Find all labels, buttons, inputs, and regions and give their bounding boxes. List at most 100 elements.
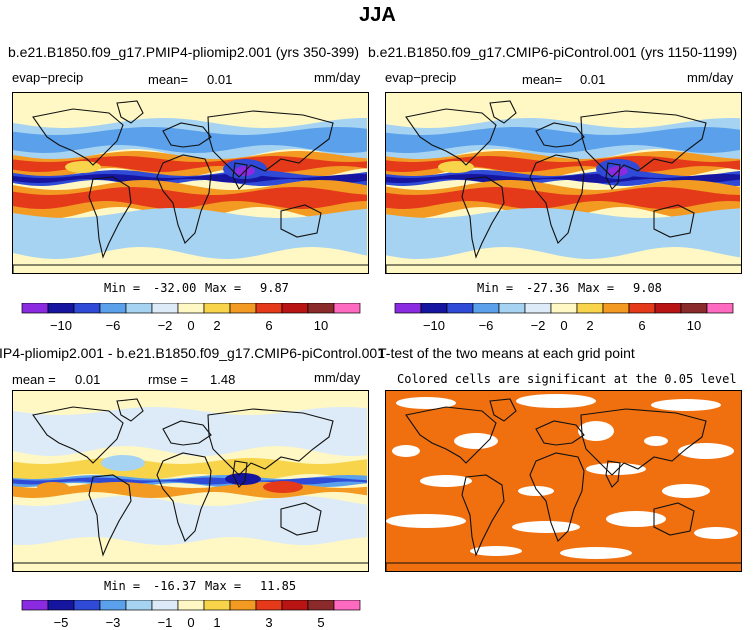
colorbar-box [229, 303, 257, 314]
colorbar-box [73, 303, 101, 314]
coastline [207, 408, 334, 476]
coastline [386, 562, 741, 571]
colorbar-box [281, 303, 309, 314]
colorbar-box [307, 303, 335, 314]
panel3-mean-value: 0.01 [75, 372, 101, 387]
panel1-max-value: 9.87 [260, 281, 289, 295]
panel1-mean-value: 0.01 [207, 72, 233, 87]
contour-band [37, 482, 69, 492]
panel2-max-value: 9.08 [633, 281, 662, 295]
panel3-max-value: 11.85 [260, 579, 297, 593]
contour-band [578, 421, 614, 441]
contour-band [386, 174, 740, 183]
colorbar-box [550, 303, 578, 314]
contour-band [694, 527, 738, 539]
panel2-map [385, 92, 742, 274]
coastline [489, 100, 517, 124]
panel3-min-value: -16.37 [153, 579, 197, 593]
colorbar-box [420, 303, 448, 314]
panel1-colorbar: −10 −6 −2 0 2 6 10 [20, 303, 365, 333]
panel4-subtitle: Colored cells are significant at the 0.0… [397, 372, 737, 386]
contour-band [662, 484, 710, 498]
coastline [162, 420, 212, 446]
colorbar-tick-label: −10 [50, 318, 72, 333]
contour-band [454, 433, 498, 449]
coastline [529, 154, 585, 244]
contour-band [678, 443, 734, 459]
coastline [580, 408, 707, 476]
coastline [88, 176, 132, 259]
panel3-map [12, 390, 369, 572]
contour-band [651, 399, 721, 411]
colorbar-box [576, 303, 604, 314]
colorbar-box [99, 303, 127, 314]
panel2-min-value: -27.36 [526, 281, 570, 295]
panel3-min-label: Min = [104, 579, 141, 593]
contour-band [606, 511, 666, 527]
coastline [461, 474, 505, 557]
colorbar-box [333, 600, 361, 611]
colorbar-tick-label: 0 [560, 318, 567, 333]
panel3-units: mm/day [314, 370, 361, 385]
colorbar-box [255, 600, 283, 611]
panel1-min-label: Min = [104, 281, 141, 295]
contour-band [516, 394, 596, 408]
colorbar-box [255, 303, 283, 314]
colorbar-box [307, 600, 335, 611]
panel1-title: b.e21.B1850.f09_g17.PMIP4-pliomip2.001 (… [8, 44, 359, 60]
panel3-colorbar: −5 −3 −1 0 1 3 5 [20, 600, 365, 630]
panel2-min-label: Min = [477, 281, 514, 295]
panel3-title: b.e21.B1850.f09_g17.PMIP4-pliomip2.001 -… [0, 345, 385, 361]
colorbar-box [125, 600, 153, 611]
colorbar-tick-label: 10 [314, 318, 328, 333]
contour-band [386, 514, 466, 528]
colorbar-tick-label: −2 [158, 318, 173, 333]
colorbar-tick-label: 0 [187, 318, 194, 333]
contour-band [392, 445, 420, 457]
panel1-max-label: Max = [205, 281, 242, 295]
coastline [232, 162, 248, 190]
contour-band [386, 156, 740, 172]
colorbar-tick-label: 1 [213, 615, 220, 630]
colorbar-tick-label: −3 [106, 615, 121, 630]
colorbar-box [281, 600, 309, 611]
panel2-mean-value: 0.01 [580, 72, 606, 87]
contour-band [420, 475, 472, 487]
colorbar-box [125, 303, 153, 314]
colorbar-box [498, 303, 526, 314]
panel1-map [12, 92, 369, 274]
contour-band [512, 521, 580, 533]
coastline [489, 398, 517, 422]
contour-band [386, 208, 740, 259]
colorbar-box [394, 303, 422, 314]
colorbar-box [47, 303, 75, 314]
contour-band [644, 436, 668, 446]
panel2-mean-label: mean= [522, 72, 563, 87]
colorbar-tick-label: −6 [106, 318, 121, 333]
panel1-variable: evap−precip [12, 70, 84, 85]
coastline [605, 460, 621, 488]
colorbar-box [151, 303, 179, 314]
panel3-mean-label: mean = [12, 372, 56, 387]
colorbar-box [73, 600, 101, 611]
coastline [405, 406, 497, 464]
colorbar-box [151, 600, 179, 611]
panel4-title: T-test of the two means at each grid poi… [378, 345, 635, 361]
colorbar-box [628, 303, 656, 314]
coastline [32, 108, 124, 166]
panel2-colorbar: −10 −6 −2 0 2 6 10 [393, 303, 738, 333]
coastline [535, 122, 585, 148]
colorbar-box [21, 600, 49, 611]
colorbar-tick-label: 0 [187, 615, 194, 630]
contour-band [13, 127, 367, 153]
colorbar-tick-label: 3 [265, 615, 272, 630]
panel3-title-clip: b.e21.B1850.f09_g17.PMIP4-pliomip2.001 -… [0, 345, 385, 365]
contour-band [13, 407, 367, 456]
colorbar-tick-label: −2 [531, 318, 546, 333]
colorbar-box [229, 600, 257, 611]
coastline [162, 122, 212, 148]
contour-band [13, 174, 367, 183]
coastline [405, 108, 497, 166]
colorbar-tick-label: 2 [213, 318, 220, 333]
contour-band [396, 397, 456, 409]
